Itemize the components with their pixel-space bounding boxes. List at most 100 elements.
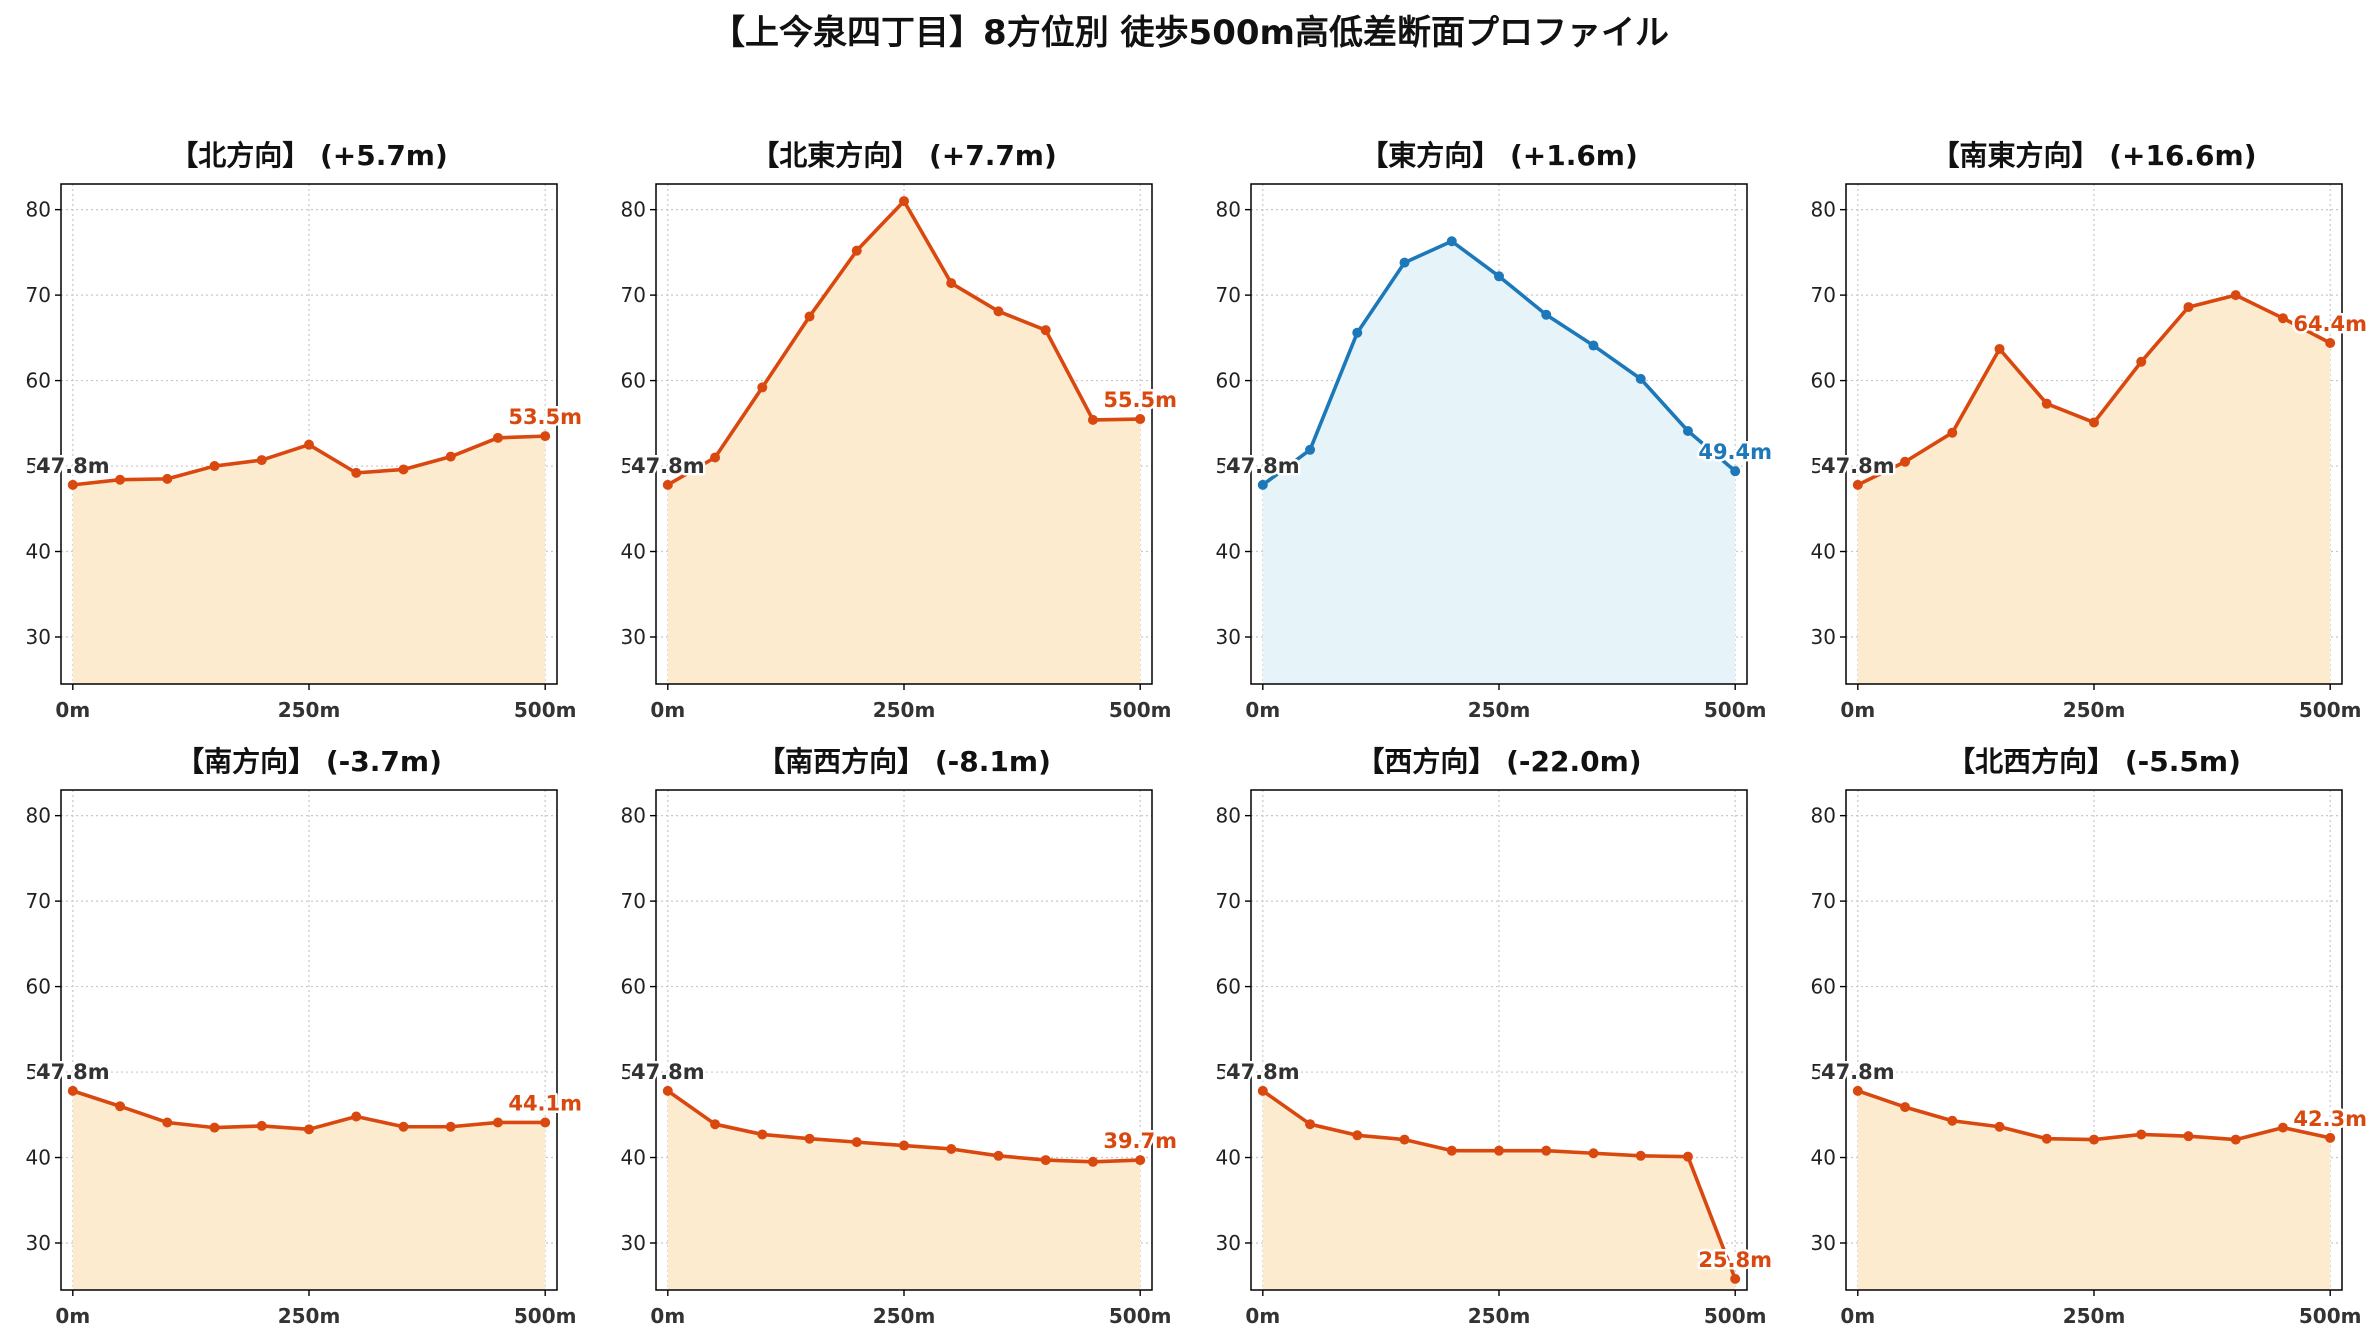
y-tick-label: 70 (621, 283, 646, 307)
elevation-area (1857, 1090, 2331, 1290)
x-tick-label: 250m (2063, 698, 2126, 722)
profile-panel: 30 40 50 60 70 80 0m 250m 500m 【東方向】 (+1.6m) 47.8m… (1216, 139, 1775, 722)
elevation-point (993, 1150, 1004, 1161)
elevation-point (946, 1143, 957, 1154)
end-elevation-label: 49.4m (1698, 440, 1772, 464)
panel-title: 【西方向】 (-22.0m) (1356, 745, 1641, 778)
elevation-point (851, 245, 862, 256)
elevation-point (1257, 1085, 1268, 1096)
x-tick-label: 500m (514, 1304, 577, 1328)
elevation-point (710, 452, 721, 463)
elevation-point (2041, 1133, 2052, 1144)
profile-panel: 30 40 50 60 70 80 0m 250m 500m 【南東方向】 (+16.6m) 47.… (1811, 139, 2370, 722)
y-tick-label: 60 (26, 369, 51, 393)
x-tick-label: 250m (2063, 1304, 2126, 1328)
elevation-point (1900, 1102, 1911, 1113)
elevation-area (667, 1090, 1141, 1290)
elevation-point (1588, 1148, 1599, 1159)
x-tick-label: 250m (278, 1304, 341, 1328)
x-tick-label: 500m (514, 698, 577, 722)
profile-panel: 30 40 50 60 70 80 0m 250m 500m 【南方向】 (-3.7m) 47.8m… (26, 745, 585, 1328)
profile-panel: 30 40 50 60 70 80 0m 250m 500m 【北西方向】 (-5.5m) 47.8… (1811, 745, 2370, 1328)
y-tick-label: 60 (1216, 975, 1241, 999)
y-tick-label: 80 (1811, 804, 1836, 828)
y-tick-label: 50 (1216, 1060, 1241, 1084)
y-tick-label: 40 (26, 540, 51, 564)
elevation-area (667, 201, 1141, 684)
end-elevation-label: 25.8m (1698, 1248, 1772, 1272)
start-elevation-label: 47.8m (36, 1060, 110, 1084)
elevation-point (1682, 426, 1693, 437)
x-tick-label: 0m (650, 1304, 685, 1328)
y-tick-label: 40 (1216, 540, 1241, 564)
y-tick-label: 40 (621, 540, 646, 564)
y-tick-label: 30 (1811, 625, 1836, 649)
elevation-point (2230, 1134, 2241, 1145)
y-tick-label: 80 (621, 804, 646, 828)
elevation-point (2089, 1134, 2099, 1145)
elevation-point (804, 311, 815, 322)
start-elevation-label: 47.8m (1226, 454, 1300, 478)
x-tick-label: 250m (278, 698, 341, 722)
x-tick-label: 0m (1245, 1304, 1280, 1328)
elevation-area (72, 1090, 546, 1290)
elevation-point (899, 1140, 909, 1151)
elevation-point (492, 432, 503, 443)
elevation-point (2041, 398, 2052, 409)
start-elevation-label: 47.8m (631, 1060, 705, 1084)
x-tick-label: 500m (1109, 1304, 1172, 1328)
y-tick-label: 60 (1216, 369, 1241, 393)
elevation-point (351, 1111, 362, 1122)
elevation-point (162, 473, 173, 484)
x-tick-label: 500m (2299, 698, 2362, 722)
x-tick-label: 0m (650, 698, 685, 722)
elevation-point (993, 306, 1004, 317)
elevation-point (445, 1121, 456, 1132)
y-tick-label: 80 (1811, 198, 1836, 222)
y-tick-label: 50 (1216, 454, 1241, 478)
y-tick-label: 80 (1216, 804, 1241, 828)
x-tick-label: 500m (1704, 698, 1767, 722)
elevation-point (1305, 1119, 1316, 1130)
elevation-point (1352, 327, 1363, 338)
elevation-point (256, 455, 267, 466)
elevation-point (1635, 373, 1646, 384)
elevation-area (72, 436, 546, 684)
y-tick-label: 30 (26, 1231, 51, 1255)
x-tick-label: 0m (55, 698, 90, 722)
elevation-point (67, 479, 78, 490)
elevation-point (1087, 1156, 1098, 1167)
y-tick-label: 30 (1216, 625, 1241, 649)
y-tick-label: 60 (621, 369, 646, 393)
y-tick-label: 70 (26, 283, 51, 307)
elevation-point (540, 1117, 551, 1128)
elevation-point (1446, 236, 1457, 247)
end-elevation-label: 39.7m (1103, 1129, 1177, 1153)
x-tick-label: 250m (873, 698, 936, 722)
elevation-point (1947, 1115, 1958, 1126)
elevation-point (662, 479, 673, 490)
y-tick-label: 40 (1811, 540, 1836, 564)
x-tick-label: 250m (1468, 1304, 1531, 1328)
y-tick-label: 80 (26, 198, 51, 222)
panel-title: 【北東方向】 (+7.7m) (751, 139, 1057, 172)
x-tick-label: 500m (1704, 1304, 1767, 1328)
end-elevation-label: 44.1m (508, 1091, 582, 1115)
profile-panel: 30 40 50 60 70 80 0m 250m 500m 【南西方向】 (-8.1m) 47.8… (621, 745, 1180, 1328)
elevation-point (757, 1129, 768, 1140)
elevation-point (304, 1124, 314, 1135)
elevation-point (1494, 1145, 1504, 1156)
elevation-point (1305, 444, 1316, 455)
elevation-point (1852, 1085, 1863, 1096)
start-elevation-label: 47.8m (1821, 1060, 1895, 1084)
y-tick-label: 80 (1216, 198, 1241, 222)
elevation-point (1588, 340, 1599, 351)
elevation-point (1994, 343, 2005, 354)
elevation-point (1399, 1134, 1410, 1145)
y-tick-label: 70 (1811, 283, 1836, 307)
y-tick-label: 50 (1811, 454, 1836, 478)
y-tick-label: 70 (1811, 889, 1836, 913)
elevation-point (2230, 290, 2241, 301)
end-elevation-label: 53.5m (508, 405, 582, 429)
elevation-point (115, 1101, 126, 1112)
